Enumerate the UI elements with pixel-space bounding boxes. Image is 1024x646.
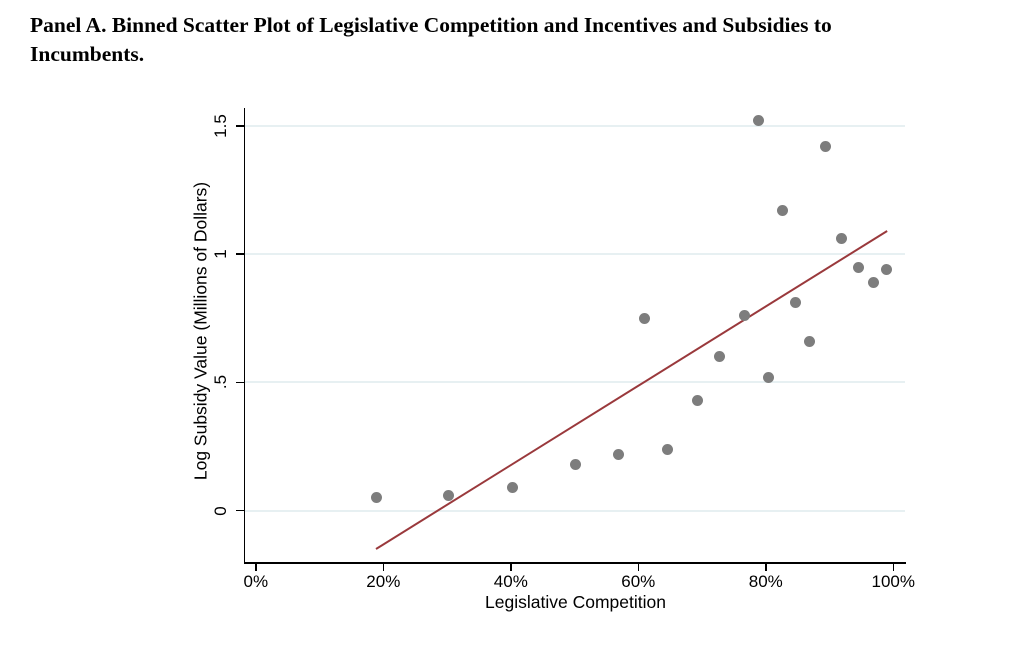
y-gridline [245,381,905,384]
scatter-point [819,140,831,152]
scatter-point [443,489,455,501]
figure-title: Panel A. Binned Scatter Plot of Legislat… [30,11,995,69]
y-axis-tick [236,125,244,127]
scatter-point [692,394,704,406]
scatter-point [867,276,879,288]
fit-line [375,230,889,551]
scatter-point [789,297,801,309]
x-axis-tick [765,563,767,571]
scatter-point [570,459,582,471]
y-axis-title: Log Subsidy Value (Millions of Dollars) [190,181,211,481]
x-axis-tick [510,563,512,571]
x-axis-tick [255,563,257,571]
y-tick-label: 1.5 [211,114,230,138]
x-tick-label: 60% [621,572,656,591]
y-gridline [245,253,905,256]
scatter-point [763,371,775,383]
x-tick-label: 100% [871,572,915,591]
figure-title-line2: Incumbents. [30,42,145,66]
y-tick-label: .5 [211,375,230,390]
scatter-point [880,264,892,276]
x-tick-label: 20% [366,572,401,591]
scatter-point [613,448,625,460]
x-axis-line [243,562,906,564]
x-axis-tick [892,563,894,571]
scatter-point [371,492,383,504]
y-axis-line [243,108,245,562]
scatter-point [852,261,864,273]
y-axis-tick [236,381,244,384]
scatter-point [662,443,674,455]
scatter-point [752,115,764,127]
x-tick-label: 0% [243,572,269,591]
scatter-point [776,205,788,217]
x-tick-label: 40% [493,572,528,591]
x-tick-label: 80% [748,572,783,591]
scatter-point [713,351,725,363]
y-axis-tick [236,253,244,255]
y-tick-label: 0 [211,505,230,516]
y-gridline [245,509,905,512]
scatter-point [639,312,651,324]
x-axis-title: Legislative Competition [485,592,666,612]
y-tick-label: 1 [211,249,230,259]
x-axis-tick [382,563,385,571]
scatter-point [507,482,519,494]
x-axis-tick [637,563,640,571]
scatter-point [738,310,750,322]
figure-title-line1: Panel A. Binned Scatter Plot of Legislat… [30,13,832,37]
y-axis-tick [236,509,244,512]
scatter-point [804,335,816,347]
scatter-point [836,233,848,245]
y-gridline [245,124,905,127]
